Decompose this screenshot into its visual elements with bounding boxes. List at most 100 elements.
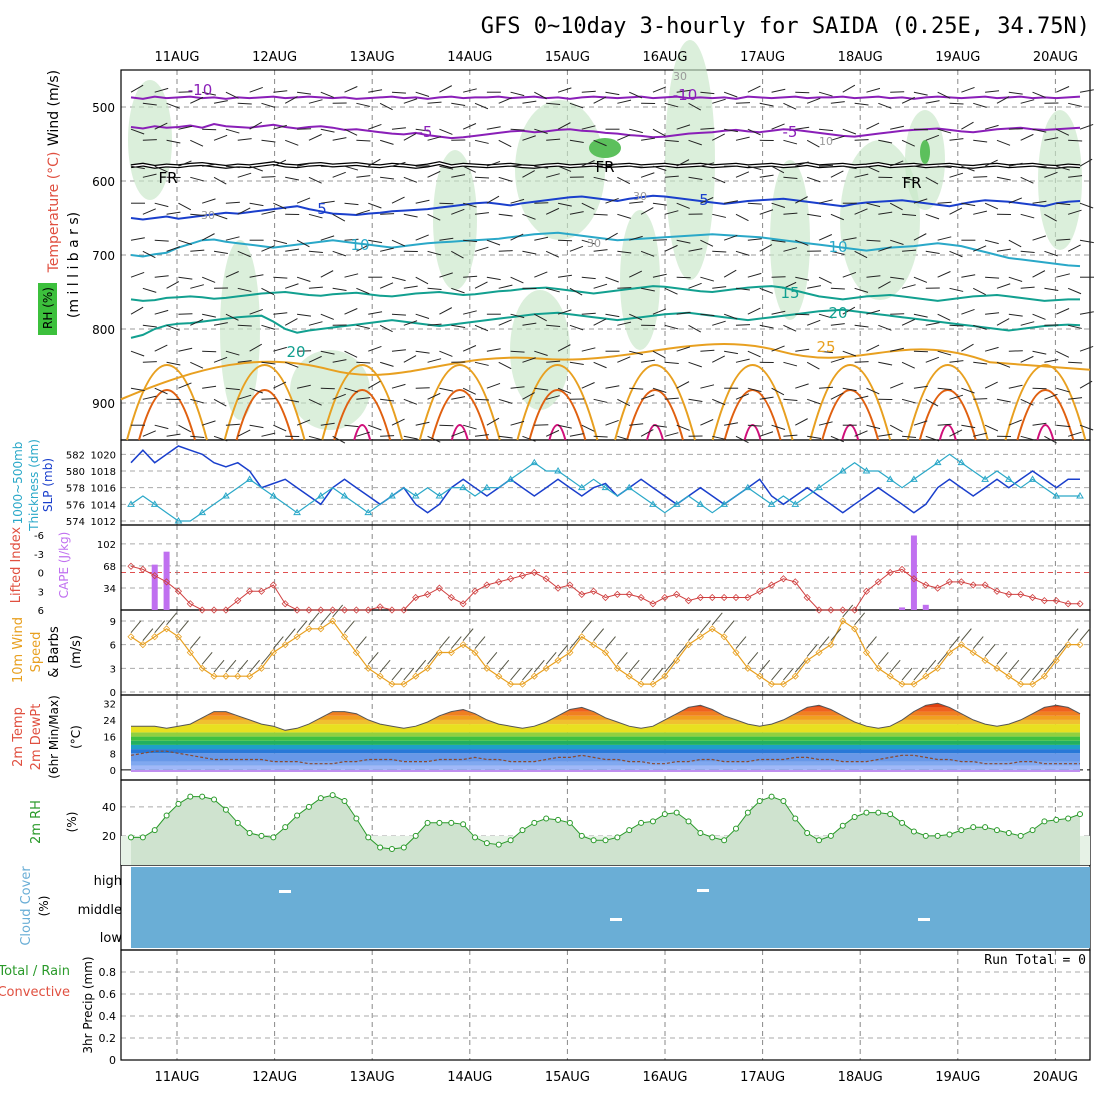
contour-label: 25 <box>816 338 835 356</box>
wind-barb <box>878 361 893 366</box>
wind-barb <box>1032 128 1047 133</box>
slp-tick: 1014 <box>91 500 116 511</box>
side-label: (m i l l i b a r s) <box>66 212 82 318</box>
side-label: (%) <box>37 896 51 917</box>
wind-barb <box>866 202 881 208</box>
temp-band <box>131 769 1080 772</box>
wind-barb-10m <box>569 636 581 649</box>
pressure-tick: 700 <box>92 249 115 263</box>
wind-barb <box>664 244 678 252</box>
wind-barb <box>700 349 715 352</box>
wind-barb <box>1020 286 1035 289</box>
temp-band <box>131 749 1080 754</box>
wind-barb <box>178 202 192 211</box>
li-point <box>542 575 550 583</box>
rh-point <box>436 819 443 826</box>
wind-barb <box>190 96 204 104</box>
wind-barb <box>1032 313 1046 320</box>
wind-barb <box>640 172 655 178</box>
wind-barb <box>463 310 477 315</box>
wind-barb <box>605 163 620 167</box>
wind-barb <box>1020 398 1034 406</box>
wind-barb <box>1068 361 1083 364</box>
wind-barb <box>534 91 547 100</box>
wind-barb <box>391 127 406 130</box>
wind-barb-10m <box>616 651 628 665</box>
precip-tick: 0.4 <box>99 1010 117 1023</box>
wind-barb <box>391 161 406 167</box>
wind-barb-10m <box>545 651 557 665</box>
isotherm-line <box>130 231 1081 268</box>
wind-barb-10m <box>1020 667 1032 681</box>
li-line <box>130 565 1080 611</box>
wind-barb <box>379 139 394 145</box>
rh-point <box>1017 832 1024 839</box>
wind-barb <box>676 159 690 167</box>
wind-barb-10m <box>783 667 794 681</box>
li-point <box>839 606 847 614</box>
side-label: CAPE (J/kg) <box>57 532 71 599</box>
isotherm-25-ribbon <box>120 343 1091 401</box>
wind-barb <box>937 165 952 169</box>
wind-barb <box>486 276 501 281</box>
wind-barb <box>712 355 725 363</box>
wind-barb <box>806 398 821 405</box>
wind-speed-point <box>198 664 206 672</box>
wind-barb <box>830 135 845 141</box>
rh-point <box>827 832 834 839</box>
side-label: 3hr Precip (mm) <box>81 956 95 1053</box>
side-label: 2m RH <box>29 800 44 844</box>
wind-barb <box>712 435 727 440</box>
li-point <box>827 606 835 614</box>
rh-point <box>234 819 241 826</box>
wind-barb <box>474 246 489 252</box>
li-point <box>495 578 503 586</box>
wind-speed-point <box>637 680 645 688</box>
wind-barb <box>961 121 974 130</box>
wind-barb <box>854 395 869 400</box>
wind-barb <box>522 135 536 141</box>
wind-barb <box>878 211 893 215</box>
isotherm-35-line <box>938 424 957 441</box>
side-label: (%) <box>65 812 79 833</box>
wind-barb <box>486 160 501 167</box>
wind-barb <box>688 361 702 368</box>
rh-point <box>958 827 965 834</box>
wind-barb <box>557 424 572 429</box>
rh-point <box>377 844 384 851</box>
contour-label: -5 <box>418 123 433 141</box>
wind-barb <box>344 273 359 278</box>
rh-point <box>804 830 811 836</box>
rh-point <box>744 809 751 816</box>
wind-speed-point <box>542 664 550 672</box>
date-label-top: 13AUG <box>350 50 395 65</box>
thickness-point <box>625 483 634 491</box>
side-label: Temperature (°C) <box>46 152 62 274</box>
wind-barb <box>806 139 820 148</box>
wind-speed-point <box>530 672 538 680</box>
li-point <box>329 606 337 614</box>
wind-barb <box>486 348 501 352</box>
wind-barb <box>1008 91 1023 95</box>
li-point <box>708 593 716 602</box>
wind-barb-10m <box>296 620 308 634</box>
wind-barb <box>356 139 371 142</box>
wind-barb <box>937 271 951 278</box>
rh-point <box>282 824 289 831</box>
wind-barb-10m <box>1079 628 1091 641</box>
pressure-tick: 500 <box>92 101 115 115</box>
wind-barb <box>545 250 560 258</box>
cape-tick: 68 <box>103 562 116 573</box>
isotherm-30-line <box>626 389 684 441</box>
wind-speed-point <box>969 648 977 657</box>
isotherm-30-line <box>528 389 587 441</box>
li-point <box>518 572 527 580</box>
li-point <box>945 578 954 586</box>
thickness-point <box>743 483 752 491</box>
wind-barb <box>1056 86 1070 93</box>
date-label-top: 19AUG <box>935 50 980 65</box>
wind-barb-10m <box>664 659 676 673</box>
wind-barb <box>285 398 300 403</box>
wind-barb <box>652 387 667 394</box>
side-label: 1000~500mb <box>11 442 25 525</box>
